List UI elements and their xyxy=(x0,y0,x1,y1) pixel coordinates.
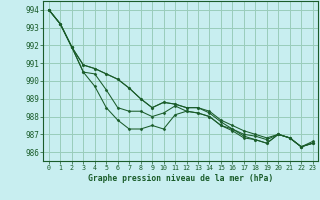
X-axis label: Graphe pression niveau de la mer (hPa): Graphe pression niveau de la mer (hPa) xyxy=(88,174,273,183)
